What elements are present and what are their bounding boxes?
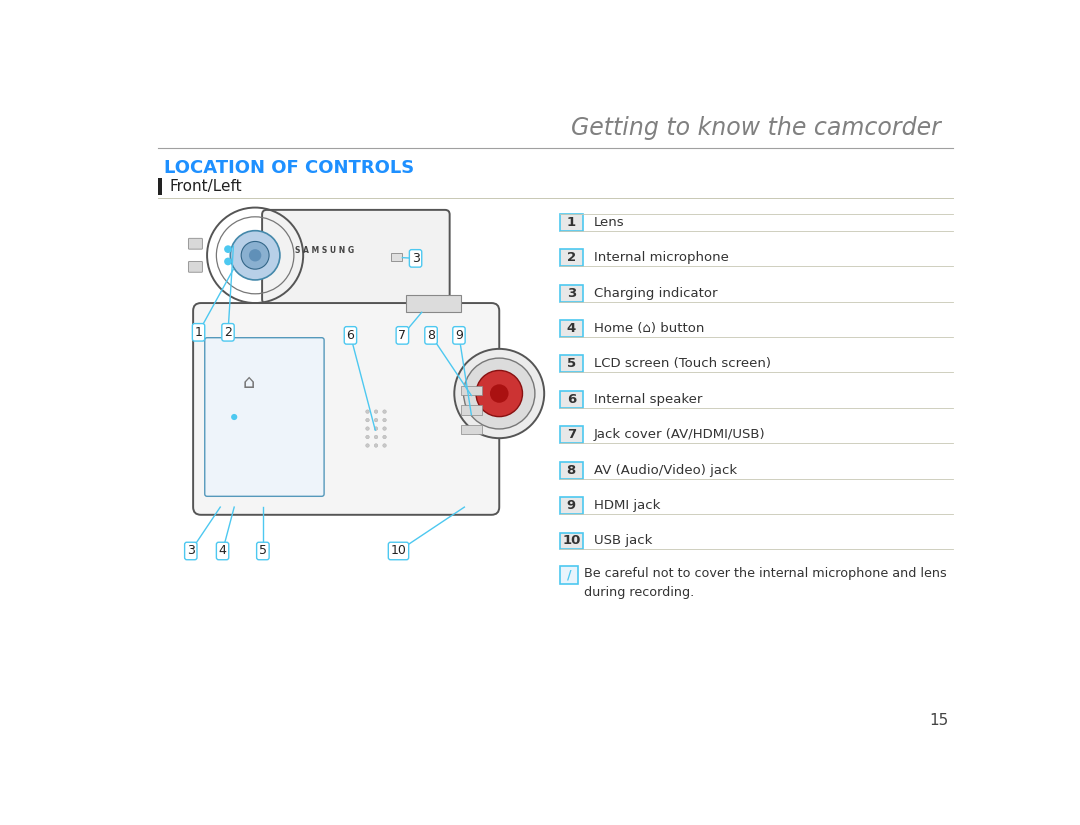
Text: 10: 10 [562, 535, 581, 548]
Text: Be careful not to cover the internal microphone and lens
during recording.: Be careful not to cover the internal mic… [584, 567, 947, 599]
Text: Lens: Lens [594, 215, 624, 229]
FancyBboxPatch shape [189, 262, 202, 272]
Text: 8: 8 [427, 329, 435, 342]
Text: 2: 2 [567, 251, 576, 264]
Circle shape [230, 231, 280, 280]
Text: 6: 6 [347, 329, 354, 342]
Text: LCD screen (Touch screen): LCD screen (Touch screen) [594, 357, 771, 370]
Circle shape [375, 444, 378, 447]
Text: 10: 10 [391, 544, 406, 558]
Text: Jack cover (AV/HDMI/USB): Jack cover (AV/HDMI/USB) [594, 428, 766, 441]
FancyBboxPatch shape [559, 356, 583, 372]
Circle shape [366, 436, 369, 439]
FancyBboxPatch shape [559, 285, 583, 301]
FancyBboxPatch shape [559, 532, 583, 549]
Circle shape [248, 249, 261, 262]
Circle shape [382, 410, 387, 413]
Circle shape [382, 418, 387, 422]
FancyBboxPatch shape [460, 405, 482, 415]
Text: 9: 9 [455, 329, 463, 342]
FancyBboxPatch shape [460, 425, 482, 434]
FancyBboxPatch shape [559, 249, 583, 266]
Text: 4: 4 [567, 322, 576, 335]
Circle shape [375, 427, 378, 431]
Text: 5: 5 [259, 544, 267, 558]
Text: USB jack: USB jack [594, 535, 652, 548]
Text: 1: 1 [567, 215, 576, 229]
Text: LOCATION OF CONTROLS: LOCATION OF CONTROLS [164, 158, 415, 177]
FancyBboxPatch shape [189, 238, 202, 249]
Circle shape [366, 418, 369, 422]
Circle shape [382, 444, 387, 447]
Text: 8: 8 [567, 464, 576, 477]
Text: 3: 3 [411, 252, 419, 265]
Circle shape [225, 245, 232, 253]
Circle shape [490, 384, 509, 403]
Circle shape [375, 436, 378, 439]
Text: /: / [567, 568, 571, 582]
Circle shape [366, 410, 369, 413]
Text: 3: 3 [567, 286, 576, 299]
Circle shape [241, 242, 269, 269]
Text: ⌂: ⌂ [243, 373, 255, 392]
Text: 1: 1 [194, 326, 202, 339]
Text: 3: 3 [187, 544, 194, 558]
FancyBboxPatch shape [262, 210, 449, 304]
Bar [391, 253, 402, 261]
Text: HDMI jack: HDMI jack [594, 499, 660, 512]
Circle shape [225, 257, 232, 266]
FancyBboxPatch shape [559, 566, 578, 584]
Circle shape [463, 358, 535, 429]
Text: 15: 15 [930, 713, 948, 728]
FancyBboxPatch shape [205, 337, 324, 497]
Circle shape [382, 436, 387, 439]
FancyBboxPatch shape [559, 427, 583, 443]
Text: 4: 4 [218, 544, 227, 558]
Circle shape [375, 418, 378, 422]
FancyBboxPatch shape [159, 178, 162, 196]
Circle shape [366, 444, 369, 447]
Circle shape [382, 427, 387, 431]
Text: 2: 2 [224, 326, 232, 339]
Text: 7: 7 [399, 329, 406, 342]
FancyBboxPatch shape [193, 303, 499, 515]
Text: Front/Left: Front/Left [170, 179, 242, 194]
Circle shape [231, 414, 238, 420]
Text: Charging indicator: Charging indicator [594, 286, 717, 299]
Circle shape [476, 370, 523, 417]
Circle shape [366, 427, 369, 431]
FancyBboxPatch shape [559, 391, 583, 408]
Text: 5: 5 [567, 357, 576, 370]
FancyBboxPatch shape [406, 295, 460, 313]
Text: 6: 6 [567, 393, 576, 406]
FancyBboxPatch shape [559, 497, 583, 514]
FancyBboxPatch shape [460, 386, 482, 395]
FancyBboxPatch shape [559, 320, 583, 337]
Circle shape [375, 410, 378, 413]
Text: Internal microphone: Internal microphone [594, 251, 729, 264]
Text: Internal speaker: Internal speaker [594, 393, 702, 406]
Text: 7: 7 [567, 428, 576, 441]
Text: 9: 9 [567, 499, 576, 512]
Text: Home (⌂) button: Home (⌂) button [594, 322, 704, 335]
FancyBboxPatch shape [559, 214, 583, 231]
Text: AV (Audio/Video) jack: AV (Audio/Video) jack [594, 464, 737, 477]
Text: S A M S U N G: S A M S U N G [295, 246, 354, 255]
Circle shape [455, 349, 544, 438]
Text: Getting to know the camcorder: Getting to know the camcorder [571, 116, 941, 140]
FancyBboxPatch shape [559, 462, 583, 478]
